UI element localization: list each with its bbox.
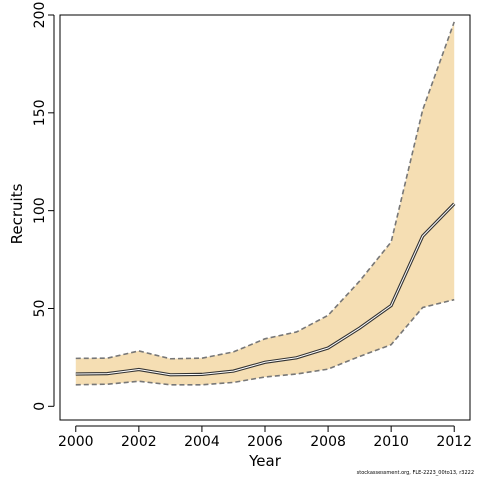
x-tick-label-2004: 2004 xyxy=(184,434,220,450)
x-tick-label-2006: 2006 xyxy=(247,434,283,450)
y-tick-label-100: 100 xyxy=(32,197,48,224)
y-axis-label: Recruits xyxy=(8,183,26,244)
x-axis-label: Year xyxy=(248,452,282,470)
x-tick-label-2012: 2012 xyxy=(436,434,472,450)
series-line-estimate-core xyxy=(75,203,455,376)
plot-layer xyxy=(75,21,456,386)
x-tick-label-2008: 2008 xyxy=(310,434,346,450)
footnote: stockassessment.org, FLE-2223_00to13, r3… xyxy=(356,470,474,476)
series-line-upper-bound xyxy=(75,21,455,360)
y-tick-label-150: 150 xyxy=(32,99,48,126)
y-tick-label-200: 200 xyxy=(32,2,48,29)
series-line-lower-bound xyxy=(75,298,455,386)
x-tick-label-2000: 2000 xyxy=(58,434,94,450)
plot-frame xyxy=(59,14,471,421)
x-tick-label-2010: 2010 xyxy=(373,434,409,450)
confidence-band xyxy=(75,21,455,385)
x-tick-label-2002: 2002 xyxy=(121,434,157,450)
axes-layer: 2000 2002 2004 2006 2008 2010 2012 0 50 100 150 200 xyxy=(32,2,472,450)
y-tick-label-0: 0 xyxy=(32,402,48,411)
y-tick-label-50: 50 xyxy=(32,300,48,318)
